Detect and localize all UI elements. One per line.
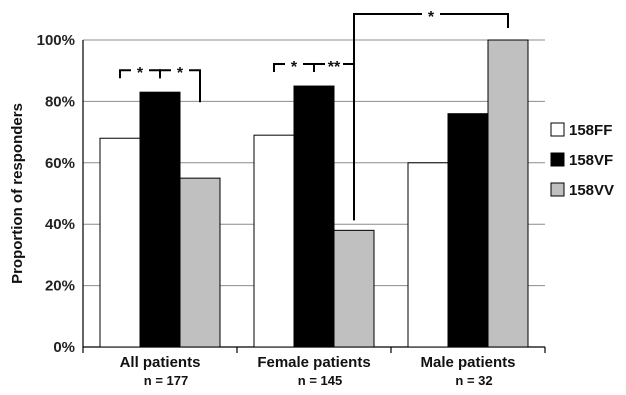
- significance-label: **: [328, 59, 341, 76]
- y-tick-label: 80%: [45, 93, 75, 110]
- bar-158VF-0: [139, 91, 181, 348]
- significance-label: *: [177, 65, 184, 82]
- x-category-label: Male patients: [420, 354, 515, 371]
- bar-158VV-1: [333, 229, 375, 348]
- x-category-count: n = 145: [298, 373, 342, 388]
- significance-gap: [325, 61, 343, 68]
- significance-gap: [422, 11, 440, 17]
- significance-gap: [171, 67, 189, 74]
- y-tick-label: 100%: [37, 32, 75, 49]
- bar-158VF-1: [293, 85, 335, 348]
- x-category-count: n = 32: [455, 373, 492, 388]
- legend-swatch-158FF: [550, 122, 565, 137]
- legend-label: 158VV: [569, 182, 614, 199]
- legend-label: 158FF: [569, 122, 612, 139]
- significance-gap: [131, 67, 149, 74]
- y-tick-label: 20%: [45, 278, 75, 295]
- y-tick-label: 40%: [45, 216, 75, 233]
- y-tick-label: 60%: [45, 155, 75, 172]
- significance-gap: [285, 61, 303, 68]
- legend-swatch-158VF: [550, 152, 565, 167]
- bar-158FF-1: [253, 134, 295, 348]
- legend-swatch-158VV: [550, 182, 565, 197]
- y-axis-title: Proportion of responders: [9, 103, 26, 284]
- y-tick-label: 0%: [53, 339, 75, 356]
- legend-label: 158VF: [569, 152, 613, 169]
- significance-label: *: [291, 59, 298, 76]
- x-category-label: All patients: [120, 354, 201, 371]
- significance-label: *: [428, 9, 435, 26]
- x-category-label: Female patients: [257, 354, 370, 371]
- significance-label: *: [137, 65, 144, 82]
- bar-158VV-0: [179, 177, 221, 348]
- bar-158FF-2: [407, 162, 449, 348]
- bar-158VF-2: [447, 113, 489, 348]
- bar-158VV-2: [487, 39, 529, 348]
- bar-158FF-0: [99, 137, 141, 348]
- x-category-count: n = 177: [144, 373, 188, 388]
